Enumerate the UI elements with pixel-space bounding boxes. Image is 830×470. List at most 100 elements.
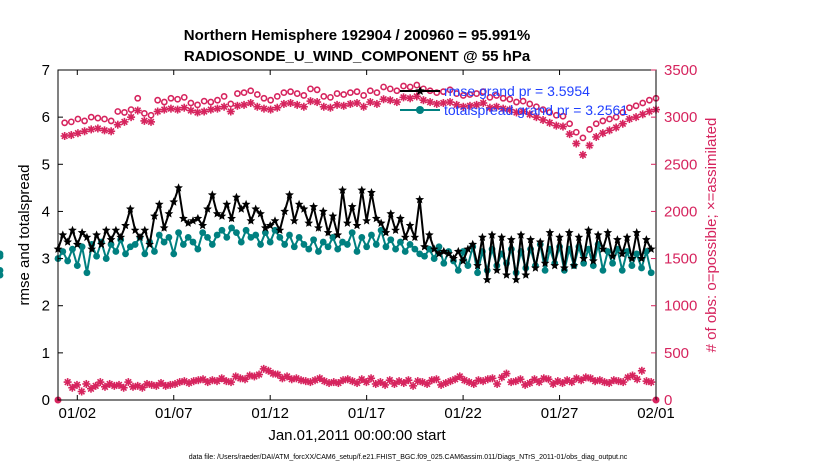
- assimilated-point-stroke: [546, 119, 554, 127]
- assimilated-bottom-point-stroke: [227, 378, 235, 386]
- y-axis-right-label: # of obs: o=possible; ×=assimilated: [703, 118, 720, 353]
- y-right-tick-label: 2500: [664, 156, 697, 173]
- assimilated-bottom-point: [63, 378, 72, 387]
- totalspread-point: [290, 243, 298, 251]
- assimilated-point: [107, 127, 116, 136]
- rmse-point: [63, 237, 72, 246]
- rmse-point: [352, 221, 362, 230]
- assimilated-point: [180, 103, 189, 112]
- totalspread-point: [440, 259, 448, 267]
- rmse-point: [550, 261, 560, 270]
- assimilated-bottom-point-stroke: [433, 375, 440, 383]
- rmse-point: [487, 230, 497, 239]
- totalspread-point: [406, 241, 414, 248]
- totalspread-point: [223, 233, 231, 241]
- assimilated-point: [459, 102, 468, 111]
- possible-point: [599, 117, 607, 125]
- assimilated-bottom-point-stroke: [255, 371, 263, 378]
- rmse-point: [126, 204, 135, 213]
- rmse-point: [617, 249, 627, 258]
- assimilated-bottom-point-stroke: [339, 376, 347, 384]
- assimilated-bottom-point-stroke: [110, 382, 118, 390]
- rmse-point: [270, 216, 280, 225]
- assimilated-point: [558, 122, 567, 131]
- assimilated-point: [439, 99, 448, 107]
- assimilated-point-stroke: [406, 94, 414, 102]
- rmse-point: [140, 225, 150, 234]
- rmse-point: [164, 209, 174, 218]
- assimilated-point: [572, 139, 581, 148]
- assimilated-point: [319, 102, 328, 111]
- totalspread-point: [638, 264, 645, 272]
- totalspread-point: [387, 236, 395, 244]
- rmse-point: [203, 204, 212, 213]
- assimilated-point-stroke: [353, 99, 361, 107]
- totalspread-point: [329, 233, 337, 241]
- assimilated-bottom-point-stroke: [218, 374, 226, 382]
- assimilated-point: [465, 101, 474, 110]
- totalspread-point: [160, 238, 168, 246]
- assimilated-bottom-point-stroke: [190, 377, 198, 385]
- rmse-point: [188, 216, 198, 225]
- x-tick-label: 01/02: [59, 405, 97, 422]
- rmse-point: [232, 192, 241, 201]
- totalspread-point: [213, 231, 221, 239]
- possible-point: [439, 88, 447, 96]
- rmse-point: [642, 235, 651, 244]
- assimilated-point-stroke: [87, 126, 95, 133]
- footnote: data file: /Users/raeder/DAI/ATM_forcXX/…: [189, 454, 628, 461]
- assimilated-bottom-point-stroke: [484, 375, 492, 383]
- assimilated-point: [266, 105, 275, 114]
- possible-point: [626, 104, 633, 112]
- assimilated-point-stroke: [320, 103, 328, 111]
- possible-point: [253, 91, 261, 98]
- y-right-tick-label: 1000: [664, 298, 697, 315]
- totalspread-point: [358, 233, 366, 241]
- assimilated-bottom-point: [516, 375, 525, 384]
- assimilated-point: [226, 107, 235, 116]
- assimilated-point: [452, 100, 461, 109]
- assimilated-bottom-point: [376, 378, 385, 387]
- rmse-point: [314, 223, 323, 232]
- assimilated-point-stroke: [592, 133, 600, 141]
- possible-point: [639, 99, 647, 107]
- possible-point: [632, 102, 640, 110]
- totalspread-point: [647, 269, 655, 277]
- assimilated-point: [147, 117, 156, 126]
- assimilated-point-stroke: [572, 140, 580, 147]
- totalspread-point: [151, 248, 158, 255]
- assimilated-point-stroke: [420, 96, 427, 104]
- assimilated-point-stroke: [194, 109, 201, 116]
- possible-point: [559, 112, 567, 120]
- assimilated-point: [412, 92, 421, 101]
- rmse-point: [130, 225, 140, 234]
- totalspread-point: [474, 269, 481, 277]
- rmse-point: [367, 188, 376, 197]
- possible-point: [87, 113, 95, 121]
- assimilated-bottom-point-stroke: [199, 375, 207, 383]
- assimilated-point: [186, 106, 195, 115]
- assimilated-bottom-point: [227, 378, 236, 387]
- x-axis-label: Jan.01,2011 00:00:00 start: [268, 427, 446, 444]
- assimilated-bottom-point-stroke: [456, 373, 464, 380]
- rmse-point: [473, 261, 482, 270]
- assimilated-point: [193, 108, 202, 117]
- rmse-point: [410, 232, 420, 242]
- rmse-line: [57, 187, 653, 280]
- y-right-tick-label: 3500: [664, 62, 697, 79]
- y-left-tick-label: 3: [42, 251, 50, 268]
- rmse-point: [116, 232, 126, 242]
- possible-point: [134, 94, 142, 102]
- possible-point: [233, 90, 241, 97]
- totalspread-point: [305, 245, 313, 253]
- possible-point: [453, 90, 461, 97]
- assimilated-point: [472, 100, 481, 109]
- assimilated-bottom-point: [161, 381, 170, 390]
- assimilated-bottom-point-stroke: [545, 375, 552, 383]
- rmse-point: [227, 213, 236, 223]
- possible-point: [466, 91, 474, 98]
- possible-point: [273, 93, 281, 100]
- assimilated-bottom-point: [647, 378, 656, 387]
- rmse-point: [516, 230, 526, 239]
- assimilated-bottom-point: [633, 375, 642, 384]
